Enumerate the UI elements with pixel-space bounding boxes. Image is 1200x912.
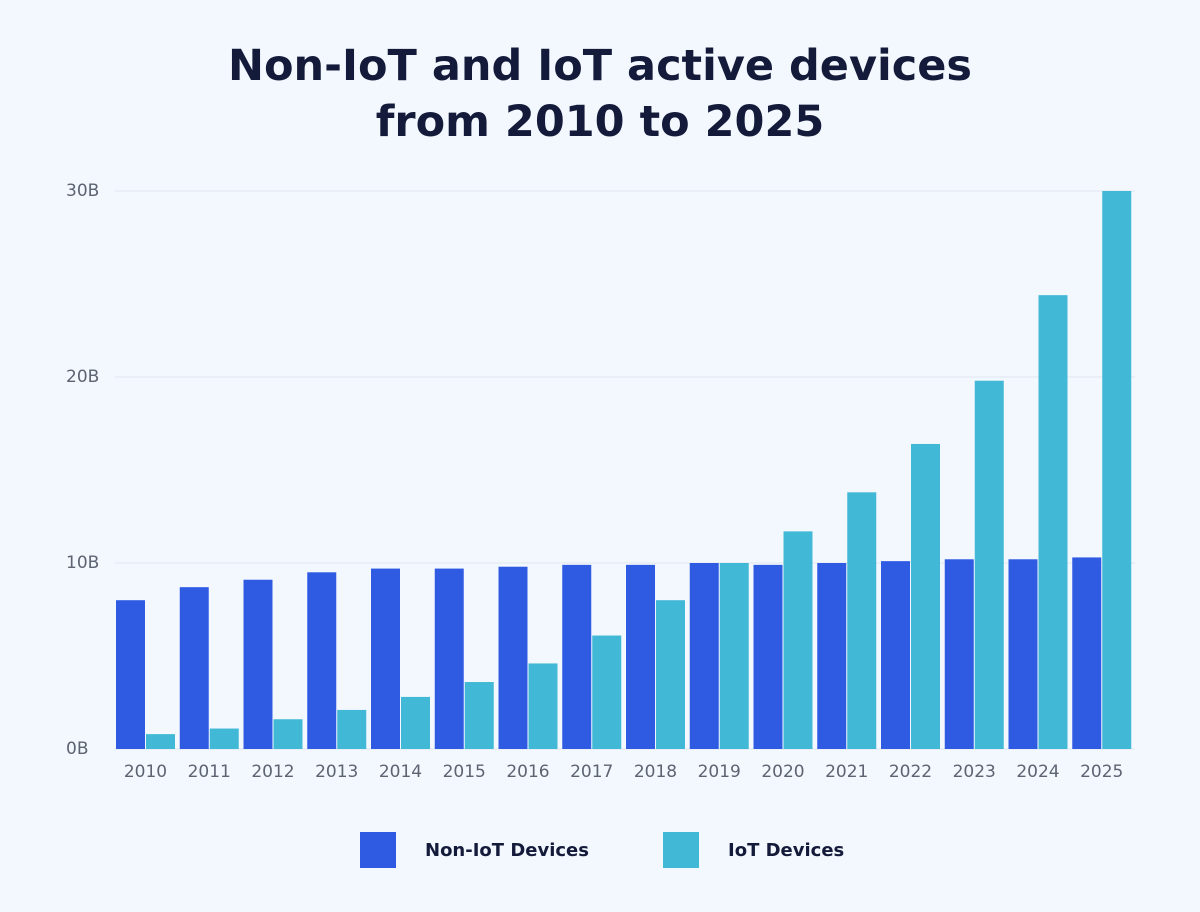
x-tick-label: 2021 [825, 762, 868, 782]
bar [371, 568, 400, 749]
bar [209, 728, 239, 749]
bar [434, 568, 464, 749]
bar [243, 579, 273, 749]
x-tick-label: 2020 [761, 762, 804, 782]
bar [146, 734, 175, 749]
bar [656, 600, 685, 749]
x-tick-label: 2010 [124, 762, 167, 782]
bar [911, 443, 940, 749]
x-tick-label: 2023 [953, 762, 996, 782]
y-tick-label: 20B [66, 367, 99, 387]
bar [1008, 559, 1038, 749]
x-tick-label: 2017 [570, 762, 613, 782]
bar [337, 709, 367, 749]
bar [753, 564, 783, 749]
bar [116, 600, 145, 749]
x-tick-label: 2014 [379, 762, 422, 782]
bar [307, 572, 337, 749]
bar [401, 696, 430, 749]
bar [528, 663, 558, 749]
x-tick-label: 2013 [315, 762, 358, 782]
x-tick-label: 2012 [251, 762, 294, 782]
bar [464, 682, 494, 749]
bar [783, 531, 813, 749]
y-tick-label: 10B [66, 553, 99, 573]
chart-title: Non-IoT and IoT active devices from 2010… [228, 41, 972, 147]
legend-swatch [360, 832, 396, 868]
bar [689, 563, 719, 749]
x-tick-label: 2011 [188, 762, 231, 782]
y-tick-label: 30B [66, 181, 99, 201]
bar [592, 635, 622, 749]
bar [719, 563, 749, 749]
x-tick-label: 2025 [1080, 762, 1123, 782]
bar [626, 564, 655, 749]
bar [1038, 295, 1068, 749]
legend-label: IoT Devices [728, 840, 844, 861]
bar [881, 561, 910, 749]
legend-label: Non-IoT Devices [425, 840, 589, 861]
y-tick-label: 0B [66, 739, 88, 759]
bar [817, 563, 847, 749]
bar [1072, 557, 1102, 749]
legend-swatch [663, 832, 699, 868]
x-tick-label: 2022 [889, 762, 932, 782]
bar [974, 380, 1004, 749]
bar [847, 492, 877, 749]
bar [498, 566, 528, 749]
bar [562, 564, 592, 749]
x-tick-label: 2016 [506, 762, 549, 782]
x-tick-label: 2015 [443, 762, 486, 782]
bar [1102, 191, 1132, 749]
bar [273, 719, 303, 749]
x-tick-label: 2019 [698, 762, 741, 782]
bar [179, 587, 209, 749]
bar [944, 559, 974, 749]
x-tick-label: 2024 [1016, 762, 1059, 782]
x-tick-label: 2018 [634, 762, 677, 782]
